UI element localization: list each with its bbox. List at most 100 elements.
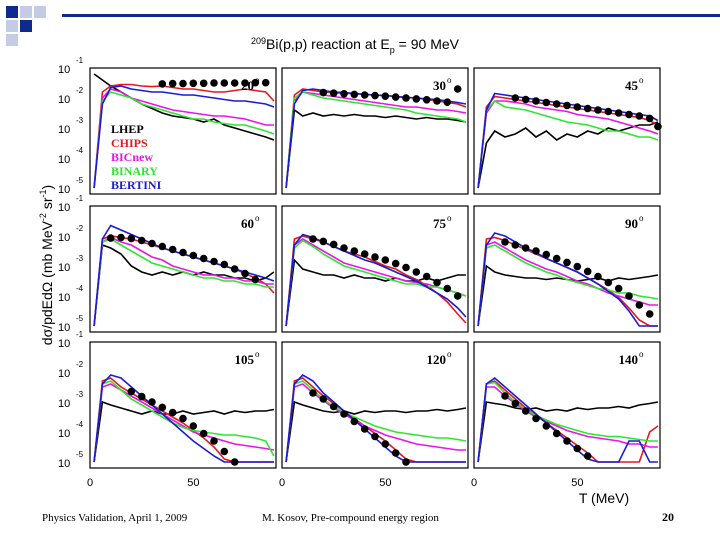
data-point	[542, 422, 551, 430]
data-point	[654, 122, 662, 131]
series-bertini	[477, 232, 658, 327]
data-point	[329, 240, 338, 249]
data-point	[552, 254, 561, 263]
data-point	[230, 79, 239, 87]
y-tick-label: 10	[58, 202, 70, 214]
footer-presentation-date: Physics Validation, April 1, 2009	[42, 512, 188, 524]
panel-90-deg: 90 o	[473, 205, 661, 333]
data-point	[443, 284, 452, 293]
data-point	[433, 278, 441, 287]
data-point	[189, 79, 198, 88]
data-point	[117, 233, 125, 242]
data-point	[189, 251, 198, 260]
panel-frame	[281, 205, 469, 333]
data-point	[381, 440, 390, 448]
data-point	[168, 245, 177, 254]
data-point	[552, 429, 561, 438]
data-point	[199, 79, 208, 88]
footer-author-topic: M. Kosov, Pre-compound energy region	[262, 512, 439, 524]
series-lhep	[93, 400, 275, 463]
data-point	[604, 107, 613, 116]
data-point	[563, 437, 571, 445]
data-point	[340, 410, 348, 418]
y-tick-exponent: -4	[76, 284, 84, 293]
data-point	[241, 269, 249, 278]
x-tick-label: 0	[87, 477, 93, 489]
data-point	[329, 402, 338, 411]
panel-frame	[89, 341, 277, 469]
series-bertini	[93, 374, 274, 463]
y-tick-exponent: -3	[76, 390, 84, 399]
legend-chips: CHIPS	[111, 136, 148, 150]
angle-label: 120	[427, 352, 447, 367]
degree-symbol: o	[447, 75, 452, 85]
y-tick-label: 10	[58, 64, 70, 76]
data-point	[433, 97, 441, 105]
legend-bertini: BERTINI	[111, 178, 162, 192]
data-point	[168, 408, 177, 417]
y-tick-label: 10	[58, 124, 70, 136]
data-point	[625, 292, 633, 300]
data-point	[168, 79, 177, 88]
data-point	[309, 235, 317, 243]
series-lhep	[477, 121, 659, 189]
y-tick-label: 10	[58, 428, 70, 440]
degree-symbol: o	[639, 213, 644, 223]
series-bicnew	[477, 100, 659, 189]
panel-45-deg: 45 o	[473, 67, 662, 195]
x-tick-label: 0	[471, 477, 477, 489]
legend-bicnew: BICnew	[111, 150, 153, 164]
data-point	[220, 447, 229, 456]
panel-20-deg: 20 o 10 -1 10 -2 10 -3 10 -4 10 -5	[58, 56, 277, 196]
data-point	[594, 272, 602, 281]
data-point	[573, 444, 582, 453]
y-tick-label: 10	[58, 184, 70, 196]
series-lhep	[477, 401, 659, 463]
data-point	[199, 254, 208, 263]
x-tick-label: 0	[279, 477, 285, 489]
chart-title: 209Bi(p,p) reaction at Ep = 90 MeV	[251, 36, 460, 55]
angle-label: 75	[433, 216, 447, 231]
data-point	[563, 101, 571, 110]
data-point	[402, 458, 410, 466]
data-point	[532, 97, 540, 105]
header-stripe	[62, 14, 720, 17]
y-tick-label: 10	[58, 262, 70, 274]
data-point	[251, 275, 260, 284]
y-axis-label: dσ/pdEdΩ (mb MeV-2 sr-1)	[38, 185, 55, 345]
data-point	[319, 237, 328, 246]
series-binary	[93, 380, 275, 463]
angle-label: 105	[235, 352, 255, 367]
y-tick-label: 10	[58, 322, 70, 334]
panel-frame	[473, 67, 661, 195]
y-tick-exponent: -4	[76, 146, 84, 155]
series-lhep	[285, 400, 467, 463]
panel-120-deg: 120 o 0 50	[279, 341, 469, 489]
data-point	[511, 399, 520, 408]
data-point	[402, 94, 410, 102]
data-point	[230, 458, 239, 466]
data-point	[532, 247, 540, 255]
y-tick-label: 10	[58, 154, 70, 166]
data-point	[453, 85, 462, 93]
data-point	[443, 98, 452, 106]
data-point	[210, 257, 218, 266]
panel-30-deg: 30 o	[281, 67, 469, 195]
angle-label: 45	[625, 78, 639, 93]
data-point	[645, 114, 654, 123]
angle-label: 60	[241, 216, 254, 231]
data-point	[625, 110, 633, 119]
data-point	[210, 437, 218, 445]
data-point	[552, 100, 561, 108]
data-point	[340, 244, 348, 252]
data-point	[573, 262, 582, 271]
series-chips	[93, 83, 275, 189]
degree-symbol: o	[255, 349, 260, 359]
data-point	[381, 256, 390, 264]
data-point	[158, 242, 167, 251]
angle-label: 30	[433, 78, 446, 93]
data-point	[319, 88, 328, 97]
y-tick-label: 10	[58, 232, 70, 244]
page-number: 20	[662, 510, 674, 524]
data-point	[614, 109, 623, 117]
